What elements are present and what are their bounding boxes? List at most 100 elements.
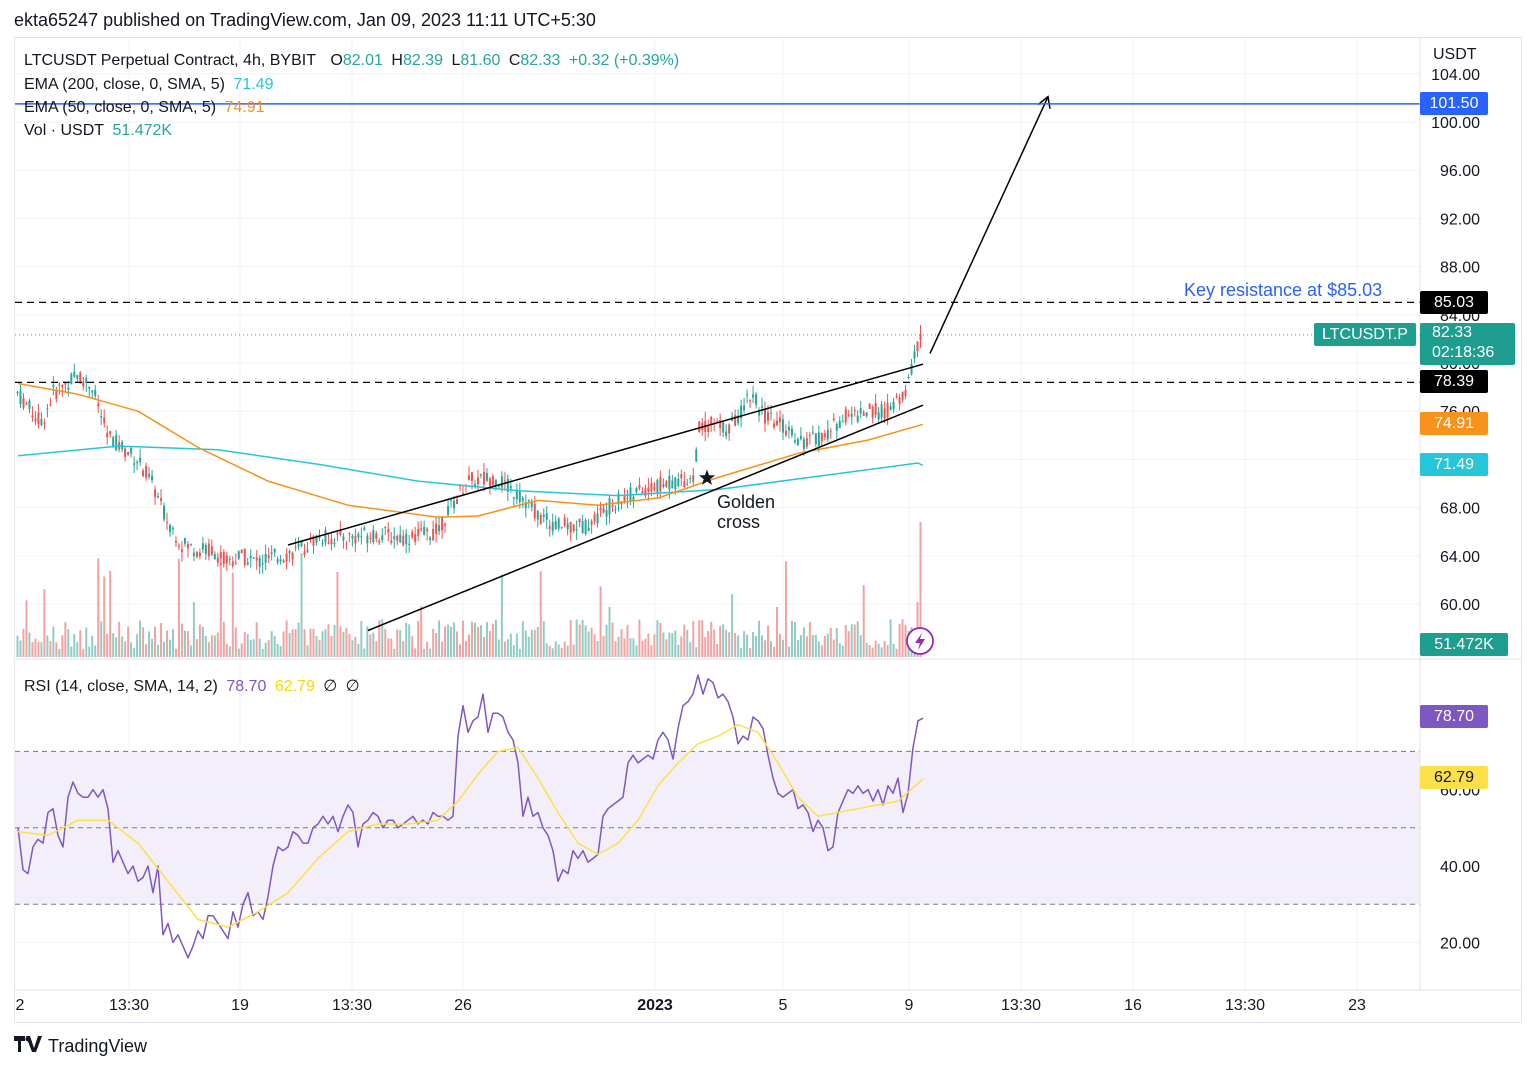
volume-bar (34, 638, 37, 657)
volume-bar (895, 648, 898, 657)
volume-bar (814, 634, 817, 657)
candle-body (91, 390, 94, 393)
volume-bar (716, 644, 719, 657)
rsi-null-1: ∅ (323, 678, 338, 695)
volume-bar (575, 619, 578, 657)
volume-bar (435, 632, 438, 657)
candle-body (37, 412, 40, 424)
candle-body (746, 394, 749, 396)
volume-bar (614, 641, 617, 657)
candle-body (647, 487, 650, 492)
volume-bar (725, 629, 728, 657)
candle-body (650, 483, 653, 492)
ema50-legend[interactable]: EMA (50, close, 0, SMA, 5) 74.91 (24, 99, 269, 117)
volume-bar (856, 621, 859, 657)
volume-bar (261, 648, 264, 657)
volume-bar (904, 625, 907, 657)
volume-bar (222, 621, 225, 657)
candle-body (312, 536, 315, 546)
candle-body (752, 394, 755, 398)
candle-body (225, 555, 228, 564)
candle-body (850, 413, 853, 417)
candle-body (892, 401, 895, 410)
volume-bar (183, 630, 186, 657)
volume-bar (28, 632, 31, 657)
volume-bar (306, 645, 309, 657)
volume-bar (139, 620, 142, 657)
candle-body (814, 433, 817, 445)
volume-bar (195, 639, 198, 657)
volume-bar (333, 624, 336, 657)
volume-bar (366, 626, 369, 657)
candle-body (450, 499, 453, 501)
volume-bar (282, 631, 285, 657)
volume-bar (781, 640, 784, 657)
candle-body (865, 412, 868, 417)
candle-body (154, 489, 157, 498)
volume-bar (479, 625, 482, 657)
candle-body (596, 513, 599, 524)
candle-body (339, 529, 342, 535)
candle-body (142, 470, 145, 477)
open-label: O (330, 52, 343, 69)
volume-bar (883, 641, 886, 657)
volume-bar (581, 619, 584, 657)
volume-bar (166, 630, 168, 657)
volume-bar (52, 626, 55, 657)
candle-body (686, 483, 689, 485)
volume-bar (557, 644, 560, 657)
candle-body (88, 387, 91, 389)
projection-arrow-head (1037, 95, 1051, 109)
volume-bar (300, 552, 303, 657)
candle-body (566, 523, 569, 530)
time-axis-tick: 16 (1124, 997, 1142, 1014)
volume-bar (31, 642, 34, 657)
volume-legend[interactable]: Vol · USDT 51.472K (24, 122, 176, 140)
candle-body (826, 429, 829, 440)
volume-bar (285, 620, 288, 657)
volume-bar (620, 629, 623, 657)
candle-body (488, 478, 491, 487)
volume-bar (686, 629, 689, 657)
ema50-price-tag: 74.91 (1420, 412, 1488, 435)
candle-body (497, 485, 500, 487)
volume-bar (506, 639, 509, 657)
candle-body (614, 508, 617, 510)
candle-body (880, 404, 883, 418)
candle-body (503, 480, 506, 482)
volume-bar (707, 630, 710, 657)
candle-body (273, 549, 276, 553)
candle-body (432, 528, 435, 541)
volume-bar (521, 621, 524, 657)
candle-body (683, 481, 686, 488)
candle-body (267, 555, 270, 558)
candle-body (405, 533, 408, 545)
volume-bar (240, 643, 243, 657)
volume-bar (216, 632, 219, 657)
candle-body (832, 418, 835, 421)
volume-bar (43, 589, 46, 657)
volume-bar (136, 634, 139, 657)
rsi-legend[interactable]: RSI (14, close, SMA, 14, 2) 78.70 62.79 … (24, 676, 364, 696)
tradingview-logo[interactable]: TradingView (14, 1036, 147, 1057)
ema200-legend[interactable]: EMA (200, close, 0, SMA, 5) 71.49 (24, 76, 277, 94)
candle-body (671, 480, 674, 489)
candle-body (841, 421, 844, 423)
candle-body (31, 415, 34, 418)
volume-bar (602, 635, 605, 657)
volume-bar (342, 631, 345, 657)
candle-body (674, 477, 677, 489)
candle-body (491, 476, 494, 486)
rsi-line (17, 674, 924, 959)
candle-body (103, 417, 106, 424)
candle-body (435, 523, 438, 534)
symbol-name[interactable]: LTCUSDT Perpetual Contract, 4h, BYBIT (24, 52, 316, 69)
volume-bar (171, 629, 174, 657)
candle-body (662, 484, 665, 487)
volume-bar (315, 636, 318, 657)
candle-body (378, 540, 381, 543)
volume-bar (121, 636, 124, 657)
volume-bar (533, 629, 536, 657)
volume-bar (411, 636, 414, 657)
